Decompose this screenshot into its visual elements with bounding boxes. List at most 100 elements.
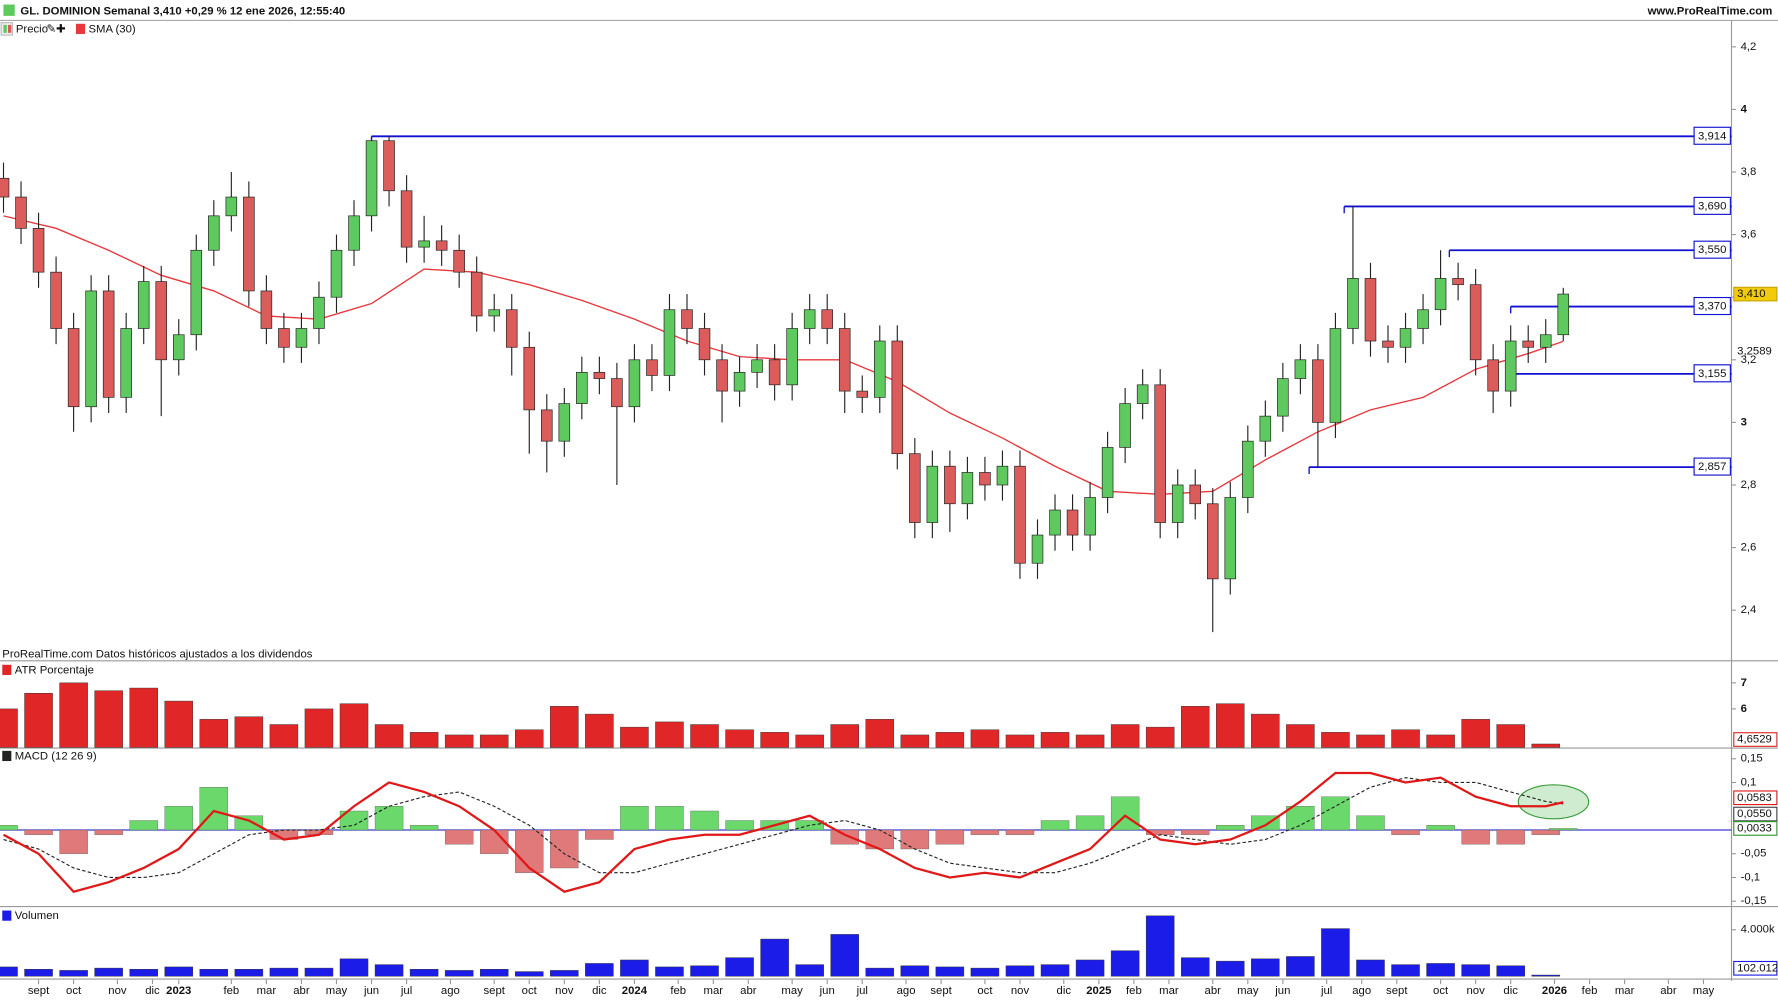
candle-body: [838, 328, 851, 392]
candle-body: [1329, 328, 1342, 423]
candle-body: [243, 196, 255, 292]
candle-body: [1259, 415, 1272, 442]
bar: [1110, 724, 1140, 748]
histogram-bar: [374, 806, 404, 831]
histogram-bar: [1461, 829, 1490, 845]
x-tick-label: feb: [223, 985, 239, 997]
panel-title[interactable]: ATR Porcentaje: [15, 664, 94, 676]
legend-icon: [2, 910, 12, 921]
bar: [515, 971, 544, 977]
legend-label[interactable]: Precio: [16, 23, 48, 35]
candle-body: [1049, 509, 1061, 536]
candle-body: [1119, 403, 1131, 448]
candle-body: [67, 328, 80, 408]
histogram-bar: [199, 787, 229, 831]
candle-body: [1364, 278, 1377, 342]
histogram-bar: [725, 820, 754, 831]
bar: [0, 966, 18, 977]
bar: [304, 708, 334, 748]
x-tick-label: ago: [897, 985, 916, 997]
bar: [94, 967, 123, 977]
bar: [725, 729, 754, 748]
bar: [444, 734, 474, 748]
histogram-bar: [1356, 815, 1385, 831]
bar: [1321, 928, 1350, 977]
y-tick-label: -0,05: [1741, 848, 1767, 860]
bar: [1286, 724, 1315, 748]
bar: [199, 719, 229, 748]
candle-body: [32, 228, 45, 273]
x-tick-label: nov: [108, 985, 127, 997]
candle-body: [1399, 328, 1412, 348]
candle-body: [1347, 278, 1359, 329]
candle-body: [944, 465, 956, 505]
bar: [970, 967, 1000, 977]
bar: [0, 708, 18, 748]
candle-body: [979, 472, 991, 486]
histogram-bar: [1496, 829, 1525, 845]
x-tick-label: sept: [1386, 985, 1408, 997]
candle-body: [1382, 340, 1394, 348]
x-tick-label: jul: [856, 985, 868, 997]
bar: [234, 716, 264, 748]
level-label: 3,155: [1698, 368, 1726, 380]
histogram-bar: [1531, 829, 1560, 835]
histogram-bar: [409, 825, 439, 831]
bar: [795, 964, 824, 977]
bar: [339, 958, 369, 977]
bar: [1216, 960, 1245, 977]
legend-label[interactable]: SMA (30): [88, 23, 135, 35]
last-price-label: 3,410: [1737, 288, 1765, 300]
candle-body: [803, 309, 816, 329]
candle-body: [1101, 447, 1114, 498]
candle-body: [505, 309, 518, 348]
histogram-bar: [1181, 829, 1210, 835]
candle-body: [313, 296, 325, 329]
y-tick-label: 2,4: [1741, 604, 1757, 616]
x-tick-label: 2024: [622, 985, 648, 997]
legend-icon: [7, 24, 12, 33]
bar: [1496, 965, 1525, 977]
candle-body: [611, 378, 623, 408]
candle-body: [1066, 509, 1079, 536]
bar: [655, 966, 684, 977]
bar: [1391, 729, 1420, 748]
y-tick-label: 6: [1741, 703, 1747, 715]
candle-body: [400, 190, 413, 248]
y-tick-label: 3,2: [1741, 354, 1757, 366]
bar: [479, 734, 509, 748]
bar: [865, 967, 895, 977]
level-label: 3,550: [1698, 244, 1726, 256]
histogram-bar: [129, 820, 158, 831]
y-tick-label: 3,8: [1741, 166, 1757, 178]
histogram-bar: [970, 829, 1000, 835]
candle-body: [1242, 440, 1254, 498]
candle-body: [576, 371, 588, 404]
bar: [1426, 734, 1455, 748]
histogram-bar: [1321, 796, 1350, 831]
bar: [900, 734, 930, 748]
bar: [1531, 743, 1560, 748]
bar: [760, 938, 789, 977]
candle-body: [768, 359, 781, 386]
settings-icon[interactable]: ✎✚: [46, 23, 65, 35]
panel-title[interactable]: MACD (12 26 9): [15, 751, 97, 763]
histogram-bar: [1391, 829, 1420, 835]
y-tick-label: 7: [1741, 677, 1747, 689]
x-tick-label: mar: [257, 985, 277, 997]
bar: [1391, 964, 1420, 977]
bar: [585, 713, 614, 748]
histogram-bar: [1216, 825, 1245, 831]
y-tick-label: 3,6: [1741, 229, 1757, 241]
x-tick-label: dic: [592, 985, 607, 997]
legend-icon: [3, 24, 7, 33]
level-label-box: [1693, 296, 1731, 316]
panel-title[interactable]: Volumen: [15, 910, 59, 922]
candle-body: [558, 403, 571, 442]
bar: [760, 732, 789, 748]
bar: [795, 734, 824, 748]
bar: [59, 970, 88, 977]
bar: [830, 934, 859, 977]
histogram-bar: [94, 829, 123, 835]
